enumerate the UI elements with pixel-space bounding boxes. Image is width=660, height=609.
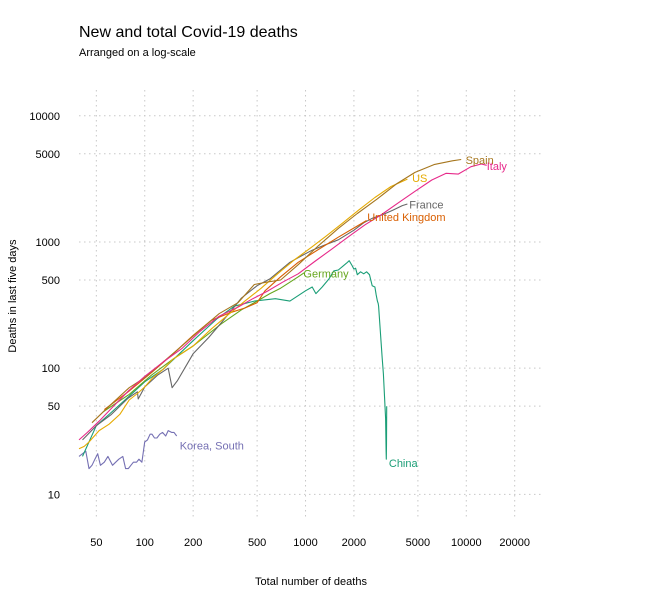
series-label-spain: Spain <box>466 155 494 167</box>
x-tick-label: 500 <box>248 537 266 549</box>
series-lines <box>78 158 487 470</box>
series-line-italy <box>78 163 487 441</box>
series-line-france <box>82 203 408 441</box>
y-tick-label: 100 <box>42 363 60 375</box>
series-label-korea-south: Korea, South <box>180 440 244 452</box>
x-tick-label: 10000 <box>451 537 482 549</box>
y-tick-label: 1000 <box>36 237 60 249</box>
grid <box>79 90 543 518</box>
series-label-united-kingdom: United Kingdom <box>367 212 445 224</box>
series-label-france: France <box>409 200 443 212</box>
x-tick-label: 5000 <box>406 537 430 549</box>
series-line-germany <box>102 272 305 413</box>
x-tick-label: 20000 <box>499 537 530 549</box>
series-label-china: China <box>389 458 419 470</box>
chart-subtitle: Arranged on a log-scale <box>79 47 196 59</box>
series-line-us <box>78 178 408 450</box>
y-tick-label: 5000 <box>36 149 60 161</box>
y-axis-ticks: 10 50 100 500 1000 5000 10000 <box>29 111 60 502</box>
x-tick-label: 1000 <box>293 537 317 549</box>
y-tick-label: 500 <box>42 275 60 287</box>
x-axis-title: Total number of deaths <box>255 576 367 588</box>
series-label-us: US <box>412 173 427 185</box>
y-axis-title: Deaths in last five days <box>7 239 19 353</box>
x-tick-label: 50 <box>90 537 102 549</box>
series-line-korea-south <box>78 430 178 470</box>
x-tick-label: 200 <box>184 537 202 549</box>
x-axis-ticks: 50 100 200 500 1000 2000 5000 10000 20000 <box>90 537 530 549</box>
y-tick-label: 10 <box>48 489 60 501</box>
series-line-china <box>81 260 388 460</box>
y-tick-label: 50 <box>48 401 60 413</box>
x-tick-label: 2000 <box>342 537 366 549</box>
chart-title: New and total Covid-19 deaths <box>79 24 298 41</box>
series-label-italy: Italy <box>487 161 508 173</box>
x-tick-label: 100 <box>136 537 154 549</box>
series-label-germany: Germany <box>303 268 349 280</box>
y-tick-label: 10000 <box>29 111 60 123</box>
